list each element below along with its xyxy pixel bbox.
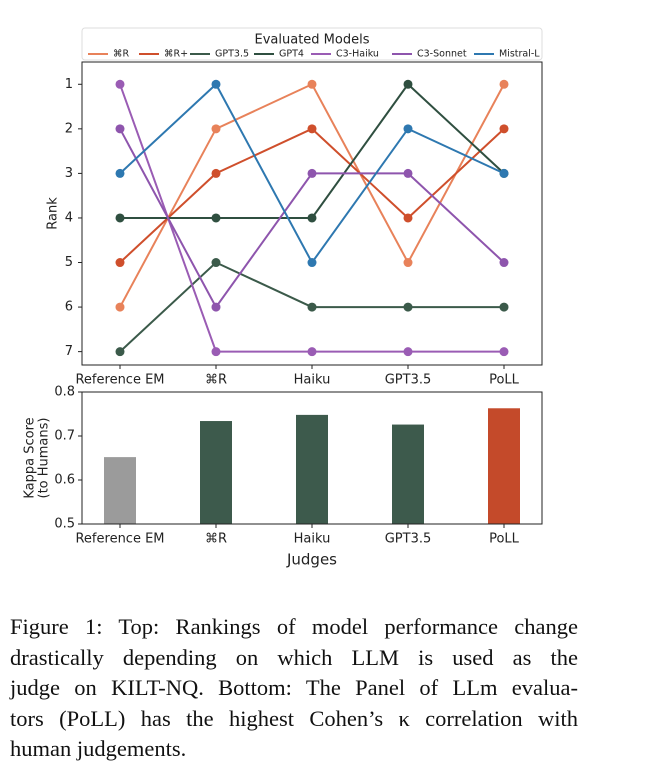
point [403, 258, 413, 268]
legend-label: C3-Haiku [336, 49, 379, 60]
series-line [120, 82, 505, 219]
point [115, 302, 125, 312]
point [403, 168, 413, 178]
y-tick-label: 0.6 [54, 473, 75, 488]
point [403, 213, 413, 223]
y-tick-label: 4 [65, 210, 73, 225]
bar [488, 408, 520, 524]
point [307, 79, 317, 89]
caption-line: drastically depending on which LLM is us… [10, 644, 578, 670]
x-tick-label: ⌘R [205, 532, 227, 547]
point [307, 347, 317, 357]
legend-label: ⌘R [113, 49, 130, 60]
point [499, 258, 509, 268]
y-tick-label: 0.8 [54, 385, 75, 400]
point [403, 79, 413, 89]
y-tick-label: 7 [65, 344, 73, 359]
y-axis-label: Kappa Score [23, 417, 38, 498]
legend-label: GPT3.5 [215, 49, 249, 60]
legend-label: C3-Sonnet [417, 49, 467, 60]
point [307, 213, 317, 223]
caption-line: judge on KILT-NQ. Bottom: The Panel of L… [10, 675, 578, 700]
legend-label: GPT4 [279, 49, 304, 60]
y-tick-label: 1 [65, 77, 73, 92]
plot-frame [81, 391, 543, 525]
bar [200, 421, 232, 524]
point [499, 347, 509, 357]
x-tick-label: PoLL [489, 373, 520, 388]
point [499, 79, 509, 89]
x-tick-label: Haiku [294, 373, 331, 388]
y-tick-label: 0.5 [54, 517, 75, 532]
point [211, 124, 221, 134]
series-line [119, 82, 505, 308]
point [307, 124, 317, 134]
y-tick-label: 3 [65, 166, 73, 181]
legend-label: ⌘R+ [164, 49, 188, 60]
point [211, 79, 221, 89]
point [211, 168, 221, 178]
y-axis-label: Rank [46, 197, 61, 230]
point [403, 302, 413, 312]
x-axis-label: Judges [286, 551, 337, 569]
y-tick-label: 0.7 [54, 429, 75, 444]
caption-line: human judgements. [10, 736, 187, 761]
point [307, 168, 317, 178]
x-tick-label: GPT3.5 [385, 532, 432, 547]
point [307, 302, 317, 312]
x-tick-label: Reference EM [75, 532, 164, 547]
point [211, 213, 221, 223]
bar [392, 424, 424, 524]
point [115, 168, 125, 178]
legend-title: Evaluated Models [255, 33, 370, 48]
point [499, 124, 509, 134]
point [499, 168, 509, 178]
caption-line: tors (PoLL) has the highest Cohen’s κ co… [10, 705, 578, 731]
point [115, 347, 125, 357]
point [499, 302, 509, 312]
x-tick-label: Reference EM [75, 373, 164, 388]
point [307, 258, 317, 268]
caption-line: Figure 1: Top: Rankings of model perform… [10, 614, 578, 639]
bar [104, 457, 136, 524]
legend-label: Mistral-L [499, 49, 540, 60]
y-axis-label: (to Humans) [37, 418, 52, 499]
point [115, 258, 125, 268]
legend-box [81, 27, 543, 61]
x-tick-label: GPT3.5 [385, 373, 432, 388]
x-tick-label: PoLL [489, 532, 520, 547]
x-tick-label: Haiku [294, 532, 331, 547]
y-tick-label: 6 [65, 300, 73, 315]
point [403, 347, 413, 357]
point [115, 79, 125, 89]
bar [296, 414, 328, 524]
point [211, 258, 221, 268]
point [211, 302, 221, 312]
point [115, 124, 125, 134]
y-tick-label: 5 [65, 255, 73, 270]
point [211, 347, 221, 357]
caption: Figure 1: Top: Rankings of model perform… [10, 612, 578, 765]
x-tick-label: ⌘R [205, 373, 227, 388]
point [115, 213, 125, 223]
y-tick-label: 2 [65, 121, 73, 136]
point [403, 124, 413, 134]
